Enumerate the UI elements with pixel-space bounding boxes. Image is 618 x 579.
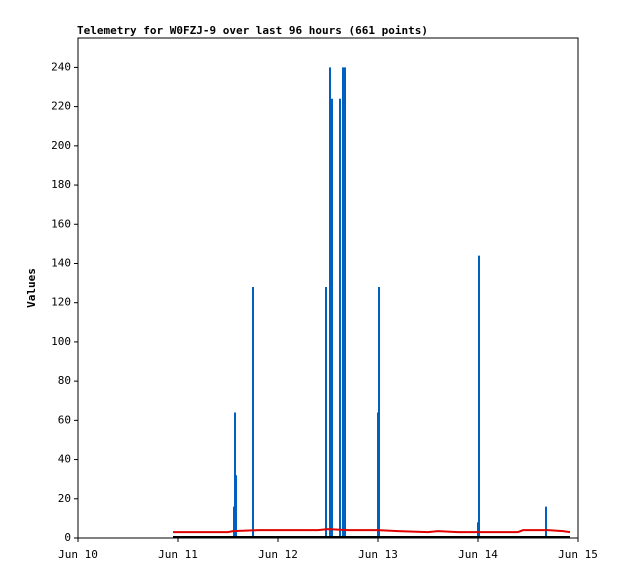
- y-tick-label: 140: [51, 256, 71, 269]
- x-tick-label: Jun 11: [158, 548, 198, 561]
- y-tick-label: 0: [64, 531, 71, 544]
- x-tick-label: Jun 13: [358, 548, 398, 561]
- y-tick-label: 220: [51, 100, 71, 113]
- y-tick-label: 160: [51, 217, 71, 230]
- y-tick-label: 20: [58, 492, 71, 505]
- chart-title: Telemetry for W0FZJ-9 over last 96 hours…: [77, 24, 428, 37]
- x-tick-label: Jun 14: [458, 548, 498, 561]
- series-line: [173, 528, 571, 534]
- y-tick-label: 180: [51, 178, 71, 191]
- y-tick-label: 200: [51, 139, 71, 152]
- x-tick-label: Jun 12: [258, 548, 298, 561]
- y-axis-label: Values: [25, 268, 38, 308]
- y-tick-label: 60: [58, 413, 71, 426]
- x-tick-label: Jun 10: [58, 548, 98, 561]
- y-tick-label: 80: [58, 374, 71, 387]
- y-tick-label: 240: [51, 60, 71, 73]
- y-tick-label: 40: [58, 453, 71, 466]
- y-tick-label: 120: [51, 296, 71, 309]
- x-tick-label: Jun 15: [558, 548, 598, 561]
- y-tick-label: 100: [51, 335, 71, 348]
